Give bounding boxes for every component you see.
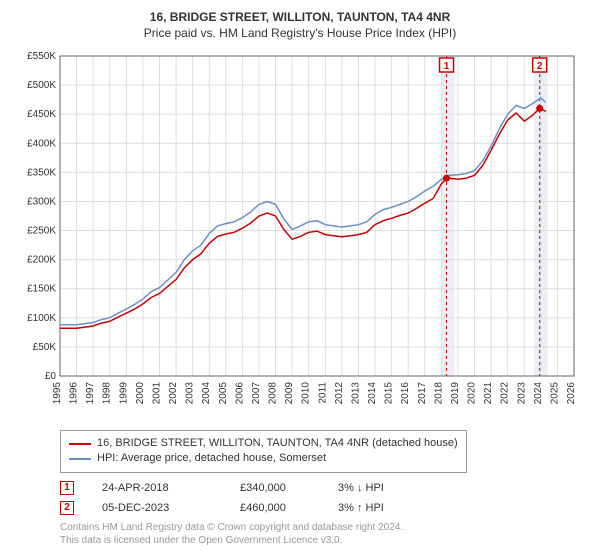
footer-line1: Contains HM Land Registry data © Crown c… bbox=[60, 521, 586, 534]
svg-text:2026: 2026 bbox=[566, 382, 577, 405]
svg-text:2008: 2008 bbox=[268, 382, 279, 405]
svg-text:£100K: £100K bbox=[27, 313, 56, 324]
svg-text:2016: 2016 bbox=[400, 382, 411, 405]
title-subtitle: Price paid vs. HM Land Registry's House … bbox=[14, 26, 586, 40]
svg-text:£200K: £200K bbox=[27, 255, 56, 266]
svg-text:£350K: £350K bbox=[27, 167, 56, 178]
legend-label: HPI: Average price, detached house, Some… bbox=[97, 451, 326, 466]
svg-text:2014: 2014 bbox=[367, 382, 378, 405]
chart-container: 16, BRIDGE STREET, WILLITON, TAUNTON, TA… bbox=[0, 0, 600, 560]
svg-text:2000: 2000 bbox=[135, 382, 146, 405]
svg-text:£300K: £300K bbox=[27, 196, 56, 207]
sale-diff: 3% ↓ HPI bbox=[338, 482, 418, 494]
svg-text:£50K: £50K bbox=[33, 342, 57, 353]
svg-text:2017: 2017 bbox=[417, 382, 428, 405]
svg-text:2002: 2002 bbox=[168, 382, 179, 405]
svg-text:£250K: £250K bbox=[27, 226, 56, 237]
svg-text:£450K: £450K bbox=[27, 109, 56, 120]
sale-price: £340,000 bbox=[240, 482, 310, 494]
svg-text:2022: 2022 bbox=[500, 382, 511, 405]
svg-text:£150K: £150K bbox=[27, 284, 56, 295]
svg-text:1995: 1995 bbox=[52, 382, 63, 405]
svg-text:2013: 2013 bbox=[350, 382, 361, 405]
svg-text:2005: 2005 bbox=[218, 382, 229, 405]
svg-text:1999: 1999 bbox=[118, 382, 129, 405]
svg-text:£0: £0 bbox=[45, 371, 57, 382]
sales-table: 1 24-APR-2018 £340,000 3% ↓ HPI 2 05-DEC-2023… bbox=[60, 481, 586, 515]
svg-text:2004: 2004 bbox=[201, 382, 212, 405]
svg-text:1997: 1997 bbox=[85, 382, 96, 405]
footer-line2: This data is licensed under the Open Gov… bbox=[60, 534, 586, 547]
legend-swatch bbox=[69, 443, 91, 445]
svg-text:2001: 2001 bbox=[151, 382, 162, 405]
legend-row: HPI: Average price, detached house, Some… bbox=[69, 451, 458, 466]
legend-label: 16, BRIDGE STREET, WILLITON, TAUNTON, TA… bbox=[97, 436, 458, 451]
svg-text:1998: 1998 bbox=[102, 382, 113, 405]
sale-diff: 3% ↑ HPI bbox=[338, 502, 418, 514]
sale-date: 05-DEC-2023 bbox=[102, 502, 212, 514]
chart-plot-area: 1 2 £0 £50K £100K £150K £200K £250K £300K £350K £4… bbox=[14, 48, 586, 418]
legend-row: 16, BRIDGE STREET, WILLITON, TAUNTON, TA… bbox=[69, 436, 458, 451]
svg-text:2021: 2021 bbox=[483, 382, 494, 405]
footer-attribution: Contains HM Land Registry data © Crown c… bbox=[60, 521, 586, 547]
svg-text:2023: 2023 bbox=[516, 382, 527, 405]
sale-row: 1 24-APR-2018 £340,000 3% ↓ HPI bbox=[60, 481, 586, 495]
svg-text:2024: 2024 bbox=[533, 382, 544, 405]
sale-price: £460,000 bbox=[240, 502, 310, 514]
svg-text:£400K: £400K bbox=[27, 138, 56, 149]
svg-text:2010: 2010 bbox=[301, 382, 312, 405]
sale-row: 2 05-DEC-2023 £460,000 3% ↑ HPI bbox=[60, 501, 586, 515]
svg-text:2006: 2006 bbox=[234, 382, 245, 405]
svg-text:2012: 2012 bbox=[334, 382, 345, 405]
title-address: 16, BRIDGE STREET, WILLITON, TAUNTON, TA… bbox=[14, 10, 586, 24]
svg-text:2009: 2009 bbox=[284, 382, 295, 405]
svg-text:2025: 2025 bbox=[549, 382, 560, 405]
legend-box: 16, BRIDGE STREET, WILLITON, TAUNTON, TA… bbox=[60, 430, 467, 473]
legend-swatch bbox=[69, 458, 91, 460]
svg-text:2011: 2011 bbox=[317, 382, 328, 404]
svg-text:2015: 2015 bbox=[384, 382, 395, 405]
svg-text:1996: 1996 bbox=[69, 382, 80, 405]
svg-text:1: 1 bbox=[444, 61, 450, 72]
svg-text:£500K: £500K bbox=[27, 80, 56, 91]
svg-text:2019: 2019 bbox=[450, 382, 461, 405]
sale-marker: 2 bbox=[60, 501, 74, 515]
sale-marker: 1 bbox=[60, 481, 74, 495]
sale-date: 24-APR-2018 bbox=[102, 482, 212, 494]
svg-text:2007: 2007 bbox=[251, 382, 262, 405]
svg-text:2020: 2020 bbox=[467, 382, 478, 405]
svg-text:2: 2 bbox=[537, 61, 543, 72]
svg-text:2018: 2018 bbox=[433, 382, 444, 405]
svg-text:2003: 2003 bbox=[185, 382, 196, 405]
svg-text:£550K: £550K bbox=[27, 51, 56, 62]
